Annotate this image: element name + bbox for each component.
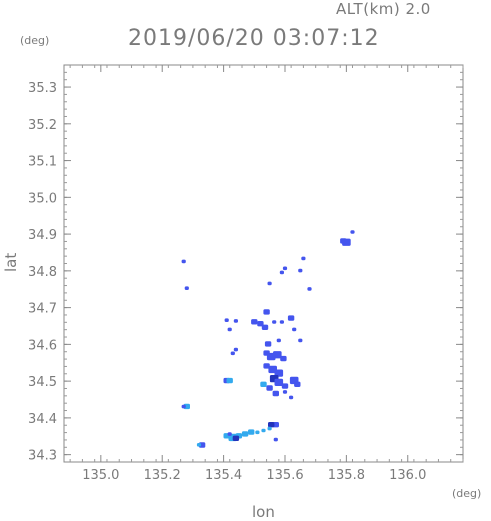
echo-point: [255, 430, 260, 435]
echo-point: [260, 381, 267, 387]
plot-border: [63, 64, 464, 463]
echo-point: [298, 268, 303, 273]
plot-frame: [63, 64, 464, 463]
echo-point: [292, 327, 297, 332]
echo-point: [224, 318, 229, 322]
echo-point: [274, 369, 284, 377]
echo-point: [263, 309, 270, 315]
echo-point: [298, 338, 303, 343]
y-tick-label: 34.8: [28, 265, 57, 280]
echo-point: [279, 270, 284, 275]
y-tick-label: 34.5: [28, 375, 57, 390]
x-tick-label: 135.6: [266, 468, 303, 483]
echo-point: [263, 363, 270, 369]
echo-point: [257, 321, 264, 327]
echo-point: [267, 426, 272, 431]
echo-point: [301, 256, 306, 261]
x-tick-label: 136.0: [389, 468, 426, 483]
y-tick-label: 34.3: [28, 449, 57, 464]
y-tick-label: 34.7: [28, 302, 57, 317]
echo-point: [279, 320, 284, 324]
echo-point: [181, 404, 186, 409]
echo-point: [273, 351, 282, 359]
y-axis-unit: (deg): [20, 34, 50, 47]
echo-points: [181, 230, 355, 448]
y-tick-label: 35.2: [28, 118, 57, 133]
echo-point: [294, 381, 301, 387]
echo-point: [282, 390, 288, 394]
echo-point: [350, 230, 355, 234]
echo-point: [268, 422, 275, 428]
echo-point: [281, 383, 289, 389]
echo-point: [264, 341, 272, 347]
echo-point: [233, 319, 238, 323]
y-tick-label: 34.9: [28, 228, 57, 243]
y-tick-label: 35.0: [28, 191, 57, 206]
echo-point: [261, 428, 266, 433]
x-tick-label: 135.8: [328, 468, 365, 483]
echo-point: [227, 432, 232, 436]
echo-point: [274, 378, 284, 386]
echo-point: [340, 238, 347, 244]
echo-point: [267, 281, 272, 286]
echo-point: [280, 355, 287, 362]
x-axis-unit: (deg): [452, 487, 482, 500]
y-tick-label: 35.3: [28, 81, 57, 96]
x-axis-label: lon: [252, 503, 275, 521]
echo-point: [230, 351, 235, 356]
echo-point: [184, 286, 189, 290]
echo-point: [181, 259, 186, 264]
echo-point: [282, 266, 288, 271]
echo-point: [232, 435, 240, 441]
echo-point: [251, 319, 258, 325]
y-tick-label: 34.6: [28, 338, 57, 353]
x-tick-label: 135.2: [144, 468, 181, 483]
echo-point: [196, 443, 202, 447]
echo-point: [272, 390, 279, 397]
echo-point: [307, 287, 312, 291]
echo-point: [261, 324, 269, 330]
echo-point: [287, 315, 295, 321]
x-tick-label: 135.0: [82, 468, 119, 483]
altitude-label: ALT(km) 2.0: [336, 0, 431, 18]
echo-point: [273, 437, 278, 442]
echo-point: [272, 320, 277, 324]
echo-point: [266, 385, 273, 391]
echo-point: [233, 347, 238, 352]
y-tick-label: 35.1: [28, 155, 57, 170]
axis-ticks: 34.3 34.4 34.5 34.6 34.7 34.8 34.9 35.0 35.1 35.2…: [28, 65, 464, 483]
x-tick-label: 135.4: [205, 468, 242, 483]
echo-point: [226, 377, 233, 384]
y-tick-label: 34.4: [28, 412, 57, 427]
echo-point: [227, 327, 232, 332]
echo-point: [241, 431, 249, 437]
echo-point: [289, 395, 294, 400]
echo-point: [276, 338, 281, 343]
echo-point: [248, 429, 255, 435]
chart-title-timestamp: 2019/06/20 03:07:12: [128, 26, 380, 51]
